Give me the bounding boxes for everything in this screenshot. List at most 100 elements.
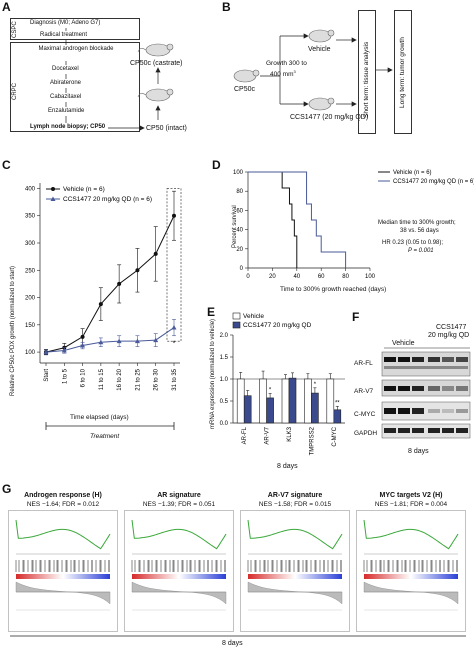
step-mab: Maximal androgen blockade	[38, 46, 114, 52]
f-vehicle: Vehicle	[392, 340, 415, 347]
cspc-box	[10, 18, 140, 40]
growth-label: Growth 300 to	[266, 60, 307, 67]
step-docetaxel: Docetaxel	[52, 66, 79, 72]
c-point	[80, 334, 85, 339]
d-y-tick-label: 80	[236, 189, 243, 195]
drug-label: CCS1477 (20 mg/kg QD)	[290, 114, 369, 121]
gsea-stats: NES −1.81; FDR = 0.004	[374, 501, 448, 508]
panel-g: G Androgen response (H) NES −1.64; FDR = …	[0, 478, 474, 651]
d-xlabel: Time to 300% growth reached (days)	[280, 286, 387, 293]
e-y-tick-label: 1.0	[220, 377, 229, 383]
f-drug: CCS1477	[436, 324, 467, 331]
panel-a: A CSPC CRPC Diagnosis (M0; Adeno G7) Rad…	[0, 0, 215, 150]
c-y-tick-label: 400	[25, 186, 36, 192]
c-y-tick-label: 350	[25, 214, 36, 220]
d-x-tick-label: 0	[246, 274, 250, 280]
e-legend-label: Vehicle	[243, 313, 264, 320]
gsea-frame	[356, 510, 466, 632]
c-point	[153, 251, 158, 256]
panel-label-b: B	[222, 0, 231, 14]
c-point	[171, 325, 177, 330]
c-x-tick-label: 26 to 30	[154, 368, 160, 390]
panel-label-f: F	[352, 310, 360, 324]
d-y-tick-label: 20	[236, 247, 243, 253]
short-term-box	[358, 10, 376, 134]
panel-c: C Relative CP50c PDX growth (normalized …	[0, 158, 200, 458]
e-bar	[311, 392, 319, 424]
step-radical: Radical treatment	[40, 32, 88, 38]
e-significance: *	[269, 388, 272, 394]
d-survival-curve	[248, 171, 347, 268]
e-bar	[243, 395, 252, 424]
e-bar	[326, 378, 335, 424]
gsea-enrichment-curve	[131, 519, 227, 550]
d-y-tick-label: 0	[240, 266, 244, 272]
growth-label-2: 400 mm3	[270, 68, 296, 78]
gsea-title: Androgen response (H)	[24, 492, 102, 499]
long-term-label: Long term: tumor growth	[399, 37, 406, 108]
c-legend-marker	[51, 187, 55, 191]
gsea-rank-bar	[16, 574, 110, 579]
gsea-rank-bar	[364, 574, 458, 579]
gsea-plot	[124, 510, 234, 632]
d-x-tick-label: 60	[318, 274, 325, 280]
d-median: Median time to 300% growth;	[378, 220, 456, 226]
d-y-tick-label: 40	[236, 228, 243, 234]
step-diagnosis: Diagnosis (M0; Adeno G7)	[30, 20, 101, 26]
d-y-tick-label: 100	[233, 170, 244, 176]
c-x-tick-label: 31 to 35	[172, 368, 178, 390]
short-term-label: Short term: tissue analysis	[363, 41, 370, 118]
crpc-box	[10, 42, 140, 132]
gsea-enrichment-curve	[247, 519, 343, 550]
d-x-tick-label: 80	[342, 274, 349, 280]
f-band-cmyc: C-MYC	[354, 411, 376, 418]
blot-arv7	[381, 379, 471, 397]
gsea-stats: NES −1.58; FDR = 0.015	[258, 501, 332, 508]
c-point	[98, 302, 103, 307]
gsea-plot	[8, 510, 118, 632]
panel-d: D Percent survival 0 20 40 60 80 100 0 20 40 60 80…	[210, 158, 474, 298]
d-x-tick-label: 40	[293, 274, 300, 280]
e-y-tick-label: 1.5	[220, 355, 229, 361]
e-y-tick-label: 0.0	[220, 421, 229, 427]
gsea-plot	[240, 510, 350, 632]
gsea-ranked-metric	[363, 581, 459, 605]
gsea-enrichment-curve	[363, 519, 459, 550]
mouse-icon	[137, 88, 174, 102]
blot-cmyc	[381, 401, 471, 421]
c-significance: *	[173, 341, 176, 348]
e-x-tick-label: AR-V7	[265, 426, 271, 444]
e-x-tick-label: KLK3	[287, 426, 293, 441]
f-band-gapdh: GAPDH	[354, 430, 378, 437]
panel-label-g: G	[2, 482, 12, 496]
f-band-arv7: AR-V7	[354, 388, 374, 395]
c-x-tick-label: 16 to 20	[117, 368, 123, 390]
d-legend-label: Vehicle (n = 6)	[393, 170, 432, 176]
c-x-tick-label: 21 to 25	[135, 368, 141, 390]
e-legend-swatch	[232, 312, 241, 320]
panel-label-d: D	[212, 158, 221, 172]
e-y-tick-label: 0.5	[220, 399, 229, 405]
c-x-tick-label: 1 to 5	[62, 368, 68, 384]
mouse-icon	[137, 43, 174, 57]
mouse-icon	[308, 29, 335, 43]
gsea-stats: NES −1.39; FDR = 0.051	[142, 501, 216, 508]
panel-a-arrows	[65, 28, 174, 131]
c-point	[61, 347, 67, 353]
d-survival-curve	[248, 171, 298, 268]
c-legend-label: Vehicle (n = 6)	[63, 186, 105, 193]
panel-label-a: A	[2, 0, 11, 14]
c-treatment: Treatment	[90, 433, 120, 440]
d-y-tick-label: 60	[236, 208, 243, 214]
c-series-line	[45, 215, 175, 353]
e-x-tick-label: C-MYC	[332, 426, 338, 446]
mouse-icon	[233, 69, 260, 83]
d-p: P = 0.001	[408, 248, 434, 254]
gsea-title: AR signature	[157, 492, 201, 499]
d-hr: HR 0.23 (0.05 to 0.98);	[382, 240, 444, 246]
intact-label: CP50 (intact)	[146, 125, 187, 132]
gsea-frame	[124, 510, 234, 632]
c-x-tick-label: Start	[44, 369, 50, 382]
panel-label-c: C	[2, 158, 11, 172]
c-x-tick-label: 6 to 10	[81, 368, 87, 387]
